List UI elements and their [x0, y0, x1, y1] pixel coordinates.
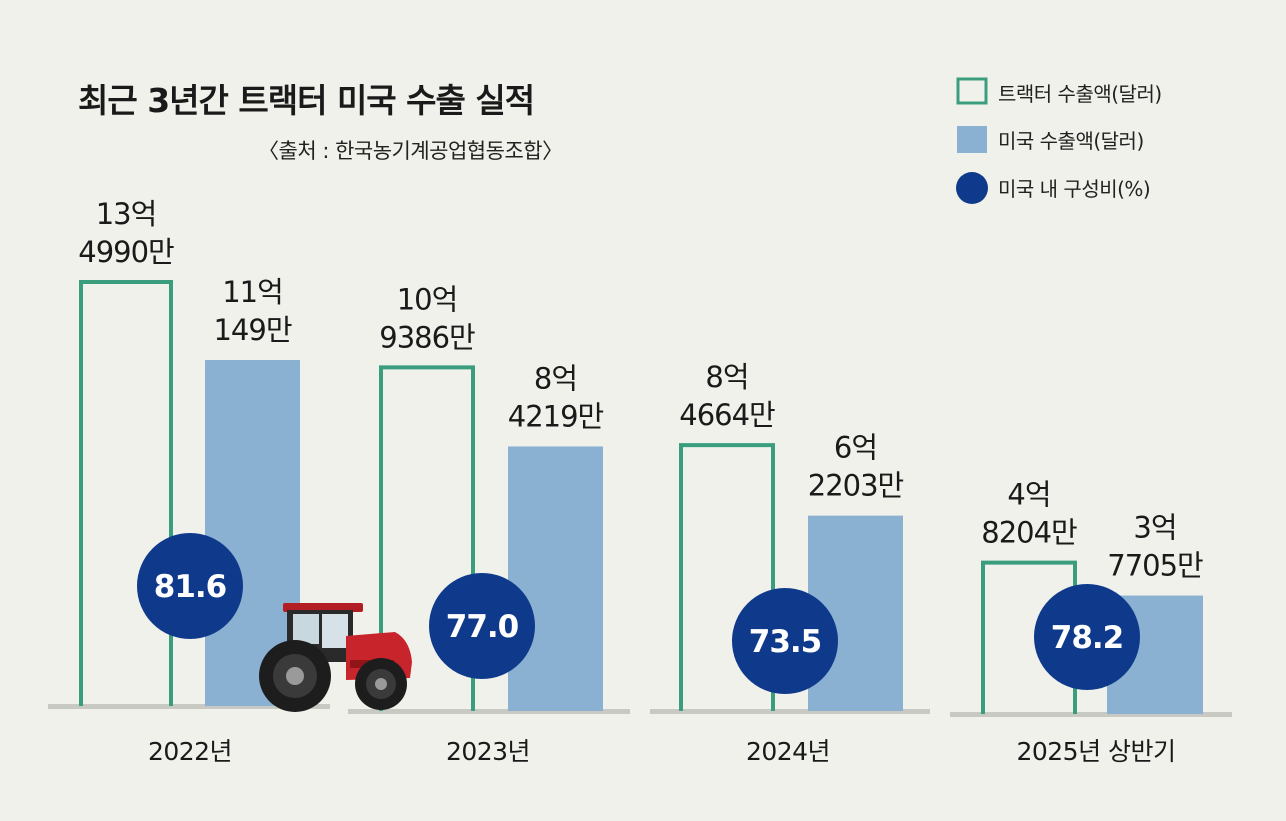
baseline-2 [348, 709, 630, 714]
total-value-label-4-line2: 8204만 [981, 516, 1077, 550]
total-export-bar-3 [679, 443, 775, 711]
tractor-window-right [322, 614, 348, 648]
legend-label-share: 미국 내 구성비(%) [998, 177, 1150, 201]
value-labels: 13억 4990만 11억 149만 10억 9386만 8억 4219만 8억 4664만 6억 2… [78, 197, 1204, 583]
us-value-label-2-line1: 8억 [534, 361, 577, 395]
share-circle-1 [137, 533, 243, 639]
chart-source: 〈출처 : 한국농기계공업협동조합〉 [258, 139, 563, 163]
us-value-label-4-line1: 3억 [1133, 511, 1176, 545]
total-value-label-1-line2: 4990만 [78, 235, 174, 269]
legend-label-us: 미국 수출액(달러) [998, 129, 1144, 153]
share-value-label-3: 73.5 [749, 624, 822, 660]
x-tick-label-4: 2025년 상반기 [1016, 737, 1175, 766]
total-value-label-2-line1: 10억 [397, 282, 458, 316]
share-circles: 81.6 77.0 73.5 78.2 [137, 533, 1140, 694]
us-value-label-3-line1: 6억 [834, 431, 877, 465]
legend-circle-swatch [956, 172, 988, 204]
share-value-label-2: 77.0 [446, 609, 519, 645]
total-value-label-2-line2: 9386만 [379, 320, 475, 354]
us-value-label-1-line1: 11억 [222, 275, 283, 309]
legend-label-total: 트랙터 수출액(달러) [998, 82, 1162, 106]
legend-fill-swatch [957, 126, 987, 153]
tractor-illustration [259, 603, 412, 712]
tractor-rear-hub [286, 667, 304, 685]
legend-outline-swatch [956, 77, 988, 105]
total-value-label-1-line1: 13억 [96, 197, 157, 231]
x-tick-label-2: 2023년 [446, 737, 530, 766]
us-export-bar-2 [508, 446, 603, 711]
us-value-label-3-line2: 2203만 [808, 469, 904, 503]
x-tick-label-1: 2022년 [148, 737, 232, 766]
chart-title: 최근 3년간 트랙터 미국 수출 실적 [78, 81, 534, 120]
total-value-label-3-line2: 4664만 [679, 398, 775, 432]
share-value-label-4: 78.2 [1051, 620, 1124, 656]
total-value-label-3-line1: 8억 [705, 360, 748, 394]
baseline-3 [650, 709, 930, 714]
x-axis-labels: 2022년 2023년 2024년 2025년 상반기 [148, 737, 1176, 766]
total-value-label-4-line1: 4억 [1007, 478, 1050, 512]
share-circle-3 [732, 588, 838, 694]
legend: 트랙터 수출액(달러) 미국 수출액(달러) 미국 내 구성비(%) [956, 77, 1162, 204]
baseline-4 [950, 712, 1232, 717]
share-circle-4 [1034, 584, 1140, 690]
bars [79, 280, 1203, 714]
us-value-label-2-line2: 4219만 [508, 399, 604, 433]
x-tick-label-3: 2024년 [746, 737, 830, 766]
us-value-label-4-line2: 7705만 [1107, 549, 1203, 583]
tractor-window-left [293, 614, 319, 644]
share-circle-2 [429, 573, 535, 679]
tractor-roof [283, 603, 363, 612]
baselines [48, 704, 1232, 717]
total-export-bar-2 [379, 365, 475, 711]
baseline-1 [48, 704, 330, 709]
tractor-front-hub [375, 678, 387, 690]
share-value-label-1: 81.6 [154, 569, 227, 605]
us-value-label-1-line2: 149만 [213, 313, 291, 347]
total-export-bar-1 [79, 280, 173, 706]
